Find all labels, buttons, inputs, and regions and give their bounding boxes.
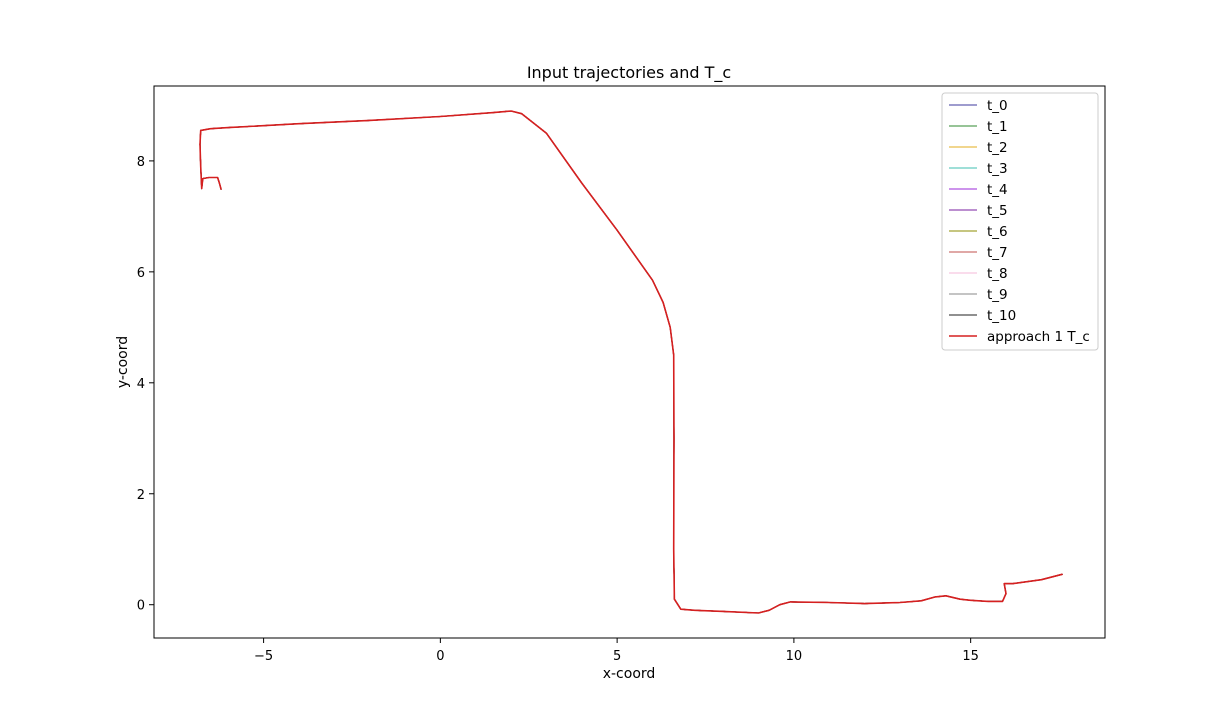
- legend-label: t_7: [987, 245, 1008, 261]
- legend-box: [941, 92, 1099, 351]
- x-axis: −5 0 5 10 15: [254, 638, 979, 664]
- legend-label: t_5: [987, 203, 1008, 219]
- y-tick-label: 4: [137, 377, 145, 392]
- series-layer: [199, 110, 1063, 614]
- legend-label: t_3: [987, 161, 1008, 177]
- x-tick-label: 15: [962, 649, 979, 664]
- plot-frame: [153, 85, 1106, 639]
- legend-label: t_2: [987, 140, 1008, 156]
- y-tick-label: 8: [137, 155, 145, 170]
- x-axis-label: x-coord: [603, 666, 656, 682]
- series-line-t_3: [199, 110, 1063, 614]
- legend-label: t_9: [987, 287, 1008, 303]
- x-tick-label: 10: [786, 649, 803, 664]
- x-tick-label: 5: [613, 649, 621, 664]
- series-line-t_8: [199, 110, 1063, 614]
- legend: t_0 t_1 t_2 t_3 t_4 t_5 t_6 t_7 t_8 t_9 t_10approa…: [941, 92, 1099, 351]
- series-line-t_0: [199, 110, 1063, 614]
- x-tick-label: −5: [254, 649, 273, 664]
- series-line-approach-1-t_c: [199, 110, 1063, 614]
- series-line-t_5: [199, 110, 1063, 614]
- x-tick-label: 0: [436, 649, 444, 664]
- legend-label: t_10: [987, 308, 1016, 324]
- series-line-t_4: [199, 110, 1063, 614]
- series-line-t_10: [199, 110, 1063, 614]
- y-tick-label: 2: [137, 488, 145, 503]
- y-axis-label: y-coord: [115, 336, 131, 388]
- legend-label: t_0: [987, 98, 1008, 114]
- series-line-t_1: [199, 110, 1063, 614]
- y-tick-label: 0: [137, 599, 145, 614]
- legend-label: t_1: [987, 119, 1008, 135]
- series-line-t_2: [199, 110, 1063, 614]
- y-axis: 0 2 4 6 8: [137, 155, 154, 614]
- legend-label: t_8: [987, 266, 1008, 282]
- legend-label: approach 1 T_c: [987, 329, 1090, 345]
- legend-label: t_6: [987, 224, 1008, 240]
- series-line-t_6: [199, 110, 1063, 614]
- series-line-t_9: [199, 110, 1063, 614]
- legend-label: t_4: [987, 182, 1008, 198]
- y-tick-label: 6: [137, 266, 145, 281]
- chart-title: Input trajectories and T_c: [527, 63, 731, 83]
- series-line-t_7: [199, 110, 1063, 614]
